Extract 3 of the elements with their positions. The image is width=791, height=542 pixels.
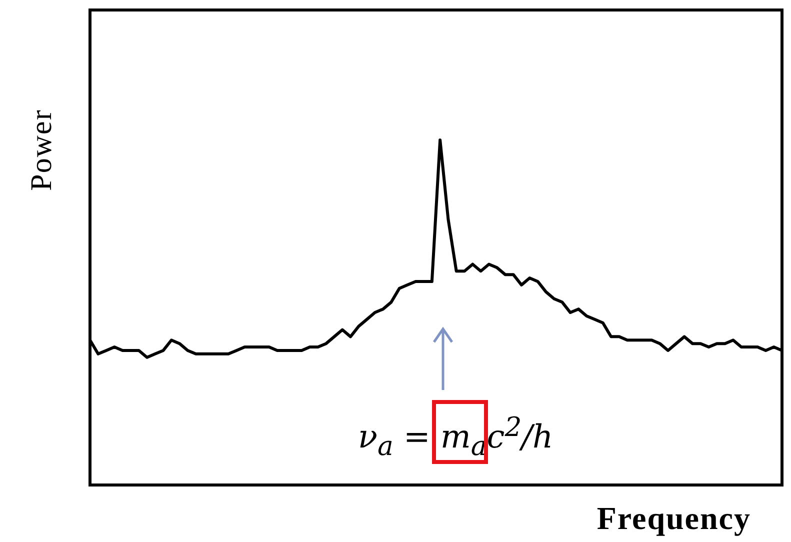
annotation: ν$_{a}$ = m$_{a}$c$^{2}$/h [358, 412, 554, 462]
x-axis-title: Frequency [596, 500, 751, 537]
y-axis-title: Power [25, 109, 59, 191]
